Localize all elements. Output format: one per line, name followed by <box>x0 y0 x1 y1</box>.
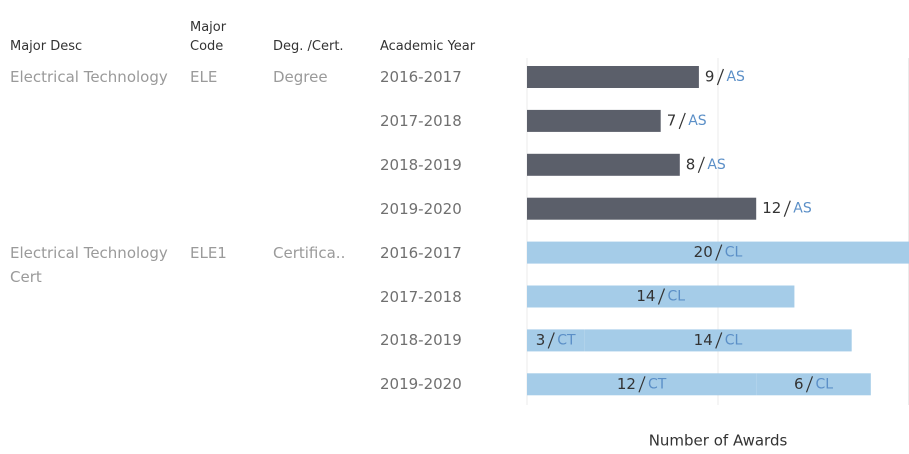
data-label-series: CL <box>725 245 743 261</box>
academic-year: 2018-2019 <box>380 331 462 350</box>
data-label-series: CL <box>815 376 833 392</box>
data-label: 20 <box>694 243 713 261</box>
bar <box>527 153 680 176</box>
data-label-series: CL <box>667 289 685 305</box>
academic-year: 2017-2018 <box>380 287 462 306</box>
major-code: ELE <box>190 68 218 86</box>
label-separator <box>678 112 686 130</box>
data-label: 7 <box>667 111 677 129</box>
bar <box>527 241 909 264</box>
data-label: 12 <box>617 375 636 393</box>
label-separator <box>783 200 791 217</box>
data-label: 14 <box>636 287 655 305</box>
bar <box>527 197 757 220</box>
label-separator <box>638 376 646 393</box>
label-separator <box>716 68 725 86</box>
column-header: Major Code <box>190 20 227 54</box>
deg-cert: Certifica.. <box>273 243 346 262</box>
label-separator <box>657 288 666 305</box>
academic-year: 2019-2020 <box>380 375 462 394</box>
label-separator <box>805 376 814 393</box>
data-label-series: CL <box>725 332 743 348</box>
data-label: 14 <box>694 331 713 349</box>
bar <box>527 285 795 308</box>
bar <box>584 329 852 352</box>
academic-year: 2016-2017 <box>380 243 462 262</box>
label-separator <box>715 332 723 349</box>
major-desc: Electrical Technology Cert <box>10 243 168 286</box>
academic-year: 2016-2017 <box>380 68 462 86</box>
data-label: 6 <box>794 375 804 393</box>
bar <box>527 66 699 88</box>
major-desc: Electrical Technology <box>10 68 168 86</box>
data-label-series: AS <box>793 201 812 217</box>
data-label-series: CT <box>648 376 667 392</box>
column-header: Academic Year <box>380 39 476 54</box>
academic-year: 2018-2019 <box>380 155 462 174</box>
data-label-series: CT <box>557 332 576 348</box>
column-header: Deg. /Cert. <box>273 39 344 54</box>
x-axis-label: Number of Awards <box>649 432 788 450</box>
major-code: ELE1 <box>190 243 227 262</box>
label-separator <box>547 332 555 349</box>
data-label-series: AS <box>688 113 707 129</box>
data-label: 8 <box>686 155 696 173</box>
academic-year: 2019-2020 <box>380 199 462 218</box>
data-label: 12 <box>762 199 781 217</box>
data-label: 3 <box>536 331 546 349</box>
bar <box>756 373 871 396</box>
deg-cert: Degree <box>273 68 328 86</box>
label-separator <box>715 244 723 261</box>
label-separator <box>697 156 705 174</box>
data-label: 9 <box>705 68 715 86</box>
data-label-series: AS <box>707 157 726 173</box>
bar <box>527 329 585 352</box>
academic-year: 2017-2018 <box>380 111 462 130</box>
column-header: Major Desc <box>10 39 83 54</box>
bar <box>527 109 661 132</box>
data-label-series: AS <box>726 69 745 85</box>
